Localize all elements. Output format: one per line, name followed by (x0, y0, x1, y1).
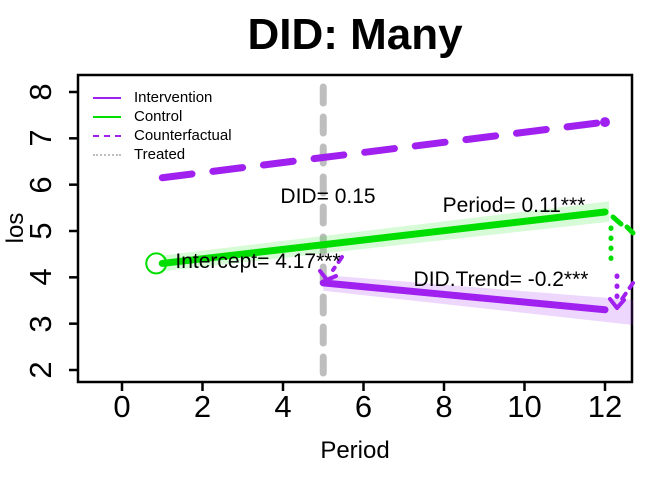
x-tick-label-2: 2 (193, 389, 212, 424)
counterfactual-end-dot (600, 117, 610, 128)
y-tick-label-2: 2 (23, 361, 58, 379)
series-line-intervention (319, 279, 609, 314)
legend-solid-line-sample-icon (93, 115, 121, 118)
legend-solid-line-sample-icon (93, 96, 121, 99)
x-tick-label-12: 12 (587, 389, 623, 424)
legend-label: Treated (134, 146, 186, 163)
legend-item-treated: Treated (93, 145, 232, 164)
x-tick-label-8: 8 (435, 389, 453, 424)
annotation-period-coef: Period= 0.11*** (442, 194, 586, 217)
x-tick-label-10: 10 (507, 389, 542, 424)
y-tick-label-3: 3 (23, 315, 58, 333)
y-tick-label-6: 6 (23, 176, 58, 194)
x-tick-label-6: 6 (354, 389, 373, 424)
legend-dashed-line-sample-icon (93, 134, 121, 137)
green-arrowhead-dash-icon (610, 214, 624, 227)
y-tick-label-8: 8 (23, 83, 58, 101)
y-axis-title: los (2, 212, 29, 244)
y-tick-label-4: 4 (23, 268, 58, 286)
purple-arrowhead-start-icon (318, 269, 338, 282)
legend-label: Control (134, 108, 183, 125)
legend-item-counterfactual: Counterfactual (93, 126, 232, 145)
legend-dotted-line-sample-icon (93, 153, 121, 156)
plot-title: DID: Many (247, 10, 463, 59)
x-tick-label-0: 0 (113, 389, 131, 424)
purple-start-arrow-icon (331, 255, 344, 272)
effect-arrows (318, 214, 636, 310)
legend: Intervention Control Counterfactual Treated (93, 88, 232, 164)
legend-label: Counterfactual (134, 127, 232, 144)
legend-item-control: Control (93, 107, 232, 126)
legend-label: Intervention (134, 89, 213, 106)
purple-arrowhead-end-icon (608, 297, 626, 310)
x-axis-title: Period (320, 437, 390, 464)
x-tick-label-4: 4 (274, 389, 292, 424)
annotation-did-trend: DID.Trend= -0.2*** (413, 268, 589, 291)
y-tick-label-7: 7 (23, 129, 58, 147)
purple-diagonal-arrow-icon (620, 281, 635, 301)
green-arrowhead-dash2-icon (624, 224, 636, 236)
series-line-counterfactual (158, 118, 609, 182)
intercept-marker-ring (145, 252, 168, 275)
legend-item-intervention: Intervention (93, 88, 232, 107)
annotation-did: DID= 0.15 (280, 185, 376, 208)
series-line-control (158, 208, 609, 267)
annotation-intercept: Intercept= 4.17*** (175, 250, 341, 273)
